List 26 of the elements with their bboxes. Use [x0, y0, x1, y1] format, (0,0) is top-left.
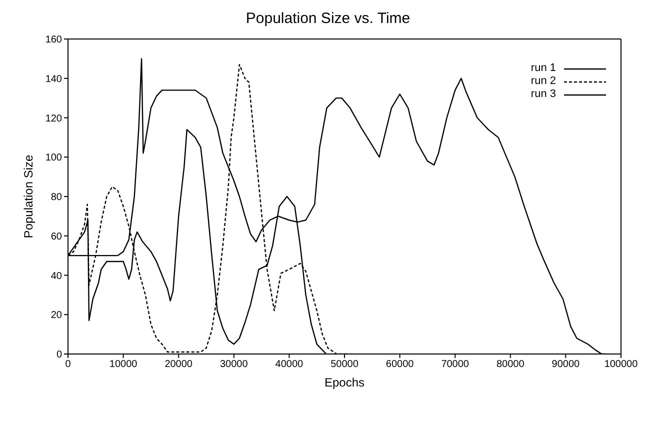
x-tick-label: 80000 [496, 359, 525, 370]
y-tick-label: 120 [45, 113, 62, 124]
x-tick-label: 30000 [220, 359, 248, 370]
x-tick-label: 60000 [386, 359, 414, 370]
y-tick-label: 0 [56, 350, 62, 361]
x-tick-label: 10000 [109, 359, 138, 370]
x-tick-label: 100000 [604, 359, 638, 370]
y-tick-label: 20 [50, 310, 62, 322]
x-tick-label: 90000 [552, 359, 580, 370]
x-tick-label: 40000 [275, 359, 304, 370]
x-axis-title: Epochs [324, 376, 365, 390]
y-tick-label: 100 [45, 152, 62, 164]
x-tick-label: 0 [65, 359, 72, 370]
x-tick-label: 70000 [441, 359, 470, 370]
x-tick-label: 50000 [330, 359, 359, 370]
y-tick-label: 40 [50, 270, 62, 282]
y-tick-label: 140 [45, 74, 62, 85]
y-tick-label: 160 [45, 34, 62, 46]
x-tick-label: 20000 [164, 359, 193, 370]
legend-label: run 1 [530, 62, 556, 75]
y-tick-label: 60 [50, 231, 62, 242]
y-axis-title: Population Size [21, 154, 36, 238]
y-tick-label: 80 [50, 192, 62, 204]
legend-label: run 3 [530, 88, 556, 101]
chart-title: Population Size vs. Time [244, 9, 412, 29]
legend-label: run 2 [530, 75, 556, 88]
